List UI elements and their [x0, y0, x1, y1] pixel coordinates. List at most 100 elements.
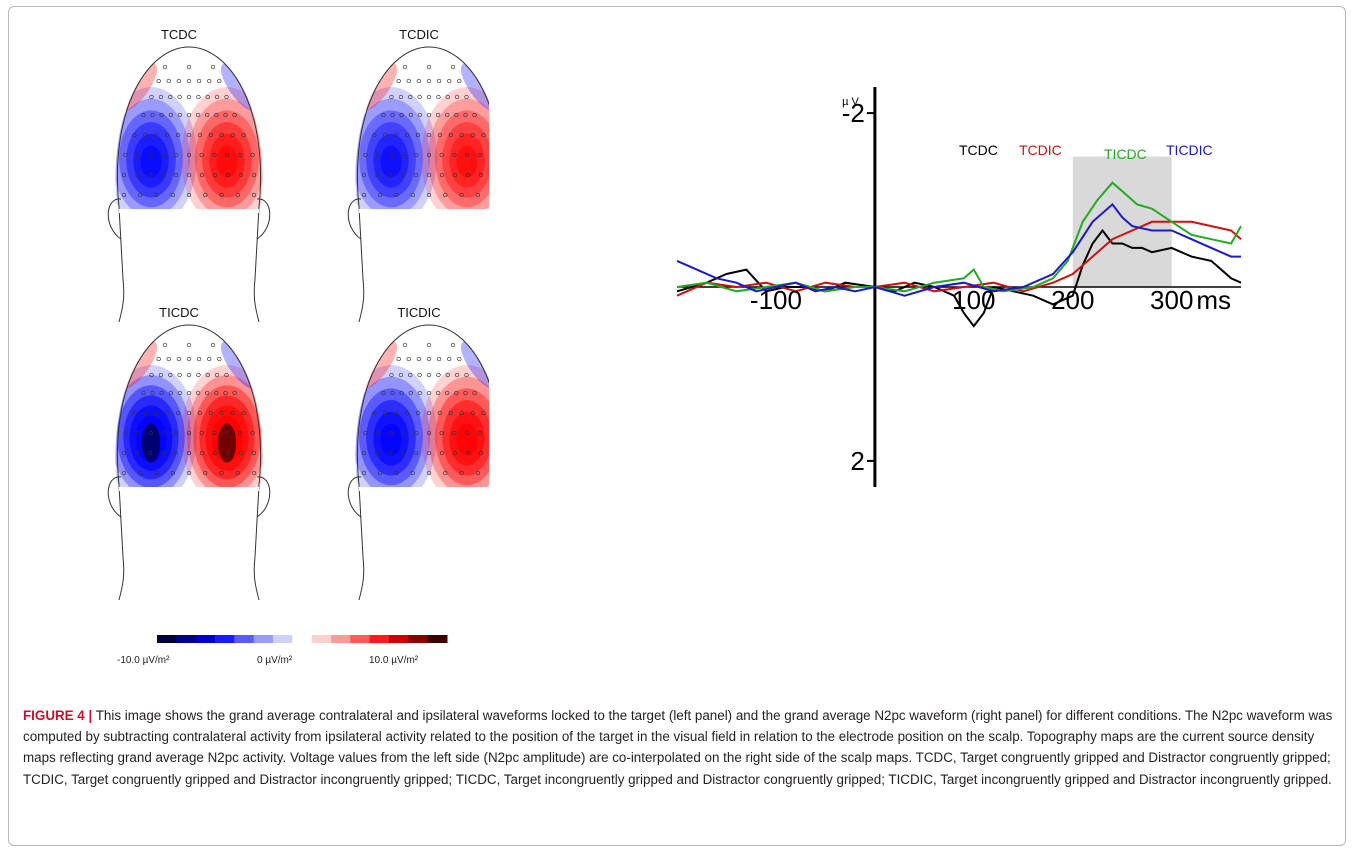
- series-line-ticdic: [676, 202, 1241, 297]
- electrode: [148, 430, 153, 436]
- electrode: [361, 450, 367, 456]
- electrode: [219, 132, 224, 138]
- electrode: [208, 132, 213, 138]
- electrode: [477, 430, 483, 436]
- electrode: [158, 372, 164, 378]
- electrode: [251, 450, 257, 456]
- electrode: [401, 430, 406, 436]
- electrode: [452, 172, 458, 178]
- electrode: [186, 172, 192, 178]
- electrode: [426, 94, 432, 100]
- electrode: [160, 172, 166, 178]
- electrode: [443, 470, 448, 476]
- electrode: [437, 132, 443, 138]
- electrode: [481, 132, 486, 138]
- electrode: [156, 356, 161, 362]
- electrode: [241, 132, 246, 138]
- electrode: [447, 356, 452, 362]
- topo-field: [355, 63, 503, 209]
- electrode: [165, 410, 170, 416]
- electrode: [463, 112, 468, 118]
- electrode: [450, 342, 456, 348]
- topo-field: [355, 341, 503, 487]
- electrode: [186, 94, 192, 100]
- electrode: [214, 112, 219, 118]
- electrode: [168, 390, 173, 396]
- topo-field: [115, 341, 263, 487]
- electrode: [123, 430, 128, 436]
- ear-right: [256, 198, 271, 240]
- electrode: [121, 172, 127, 178]
- electrode: [435, 390, 441, 396]
- electrode: [214, 372, 220, 378]
- electrode: [413, 172, 419, 178]
- electrode: [186, 112, 192, 118]
- electrode: [212, 172, 218, 178]
- electrode: [394, 132, 399, 138]
- electrode: [186, 356, 192, 362]
- electrode: [390, 112, 395, 118]
- electrode: [132, 410, 137, 416]
- electrode: [149, 94, 154, 100]
- electrode: [439, 172, 445, 178]
- electrode: [426, 152, 432, 158]
- electrode: [454, 390, 459, 396]
- electrode: [426, 356, 432, 362]
- electrode: [238, 450, 244, 456]
- electrode: [472, 112, 477, 118]
- electrode: [134, 450, 140, 456]
- electrode: [405, 410, 410, 416]
- electrode: [426, 112, 432, 118]
- electrode: [417, 372, 422, 378]
- electrode: [439, 152, 444, 158]
- topo-contour: [216, 145, 238, 178]
- electrode: [186, 372, 192, 378]
- electrode: [465, 172, 471, 178]
- electrode: [464, 94, 469, 100]
- electrode: [156, 78, 161, 84]
- electrode: [448, 132, 453, 138]
- electrode: [237, 430, 243, 436]
- colorbar-max-label: 10.0 µV/m²: [369, 655, 419, 666]
- electrode: [203, 192, 208, 198]
- topomap-title: TCDIC: [399, 27, 439, 42]
- topo-contour: [380, 423, 402, 456]
- electrode: [175, 410, 181, 416]
- electrode: [426, 172, 432, 178]
- electrode: [135, 430, 141, 436]
- electrode: [394, 192, 399, 198]
- electrode: [415, 410, 421, 416]
- electrode: [459, 132, 464, 138]
- electrode: [186, 78, 192, 84]
- topomap-panel: TCDC TCDIC TICDC TICDIC: [9, 7, 511, 687]
- colorbar-step: [253, 635, 274, 643]
- electrode: [166, 78, 171, 84]
- electrode: [197, 410, 203, 416]
- electrode: [235, 192, 240, 198]
- figure-caption: FIGURE 4 | This image shows the grand av…: [23, 705, 1341, 790]
- electrode: [361, 470, 367, 476]
- electrode: [225, 450, 231, 456]
- electrode: [410, 192, 415, 198]
- electrode: [141, 390, 146, 396]
- electrode: [168, 112, 173, 118]
- electrode: [196, 372, 201, 378]
- electrode: [212, 450, 218, 456]
- electrode: [121, 192, 127, 198]
- electrode: [149, 372, 154, 378]
- electrode: [372, 410, 377, 416]
- electrode: [383, 410, 388, 416]
- electrode: [436, 78, 442, 84]
- y-tick-label: 2: [850, 446, 864, 476]
- electrode: [205, 94, 210, 100]
- electrode: [375, 152, 381, 158]
- topo-contour-peak: [141, 423, 161, 463]
- electrode: [399, 112, 404, 118]
- electrode: [141, 112, 146, 118]
- electrode: [217, 78, 222, 84]
- electrode: [143, 132, 148, 138]
- electrode: [378, 192, 383, 198]
- electrode: [241, 410, 246, 416]
- electrode: [195, 390, 201, 396]
- electrode: [223, 390, 228, 396]
